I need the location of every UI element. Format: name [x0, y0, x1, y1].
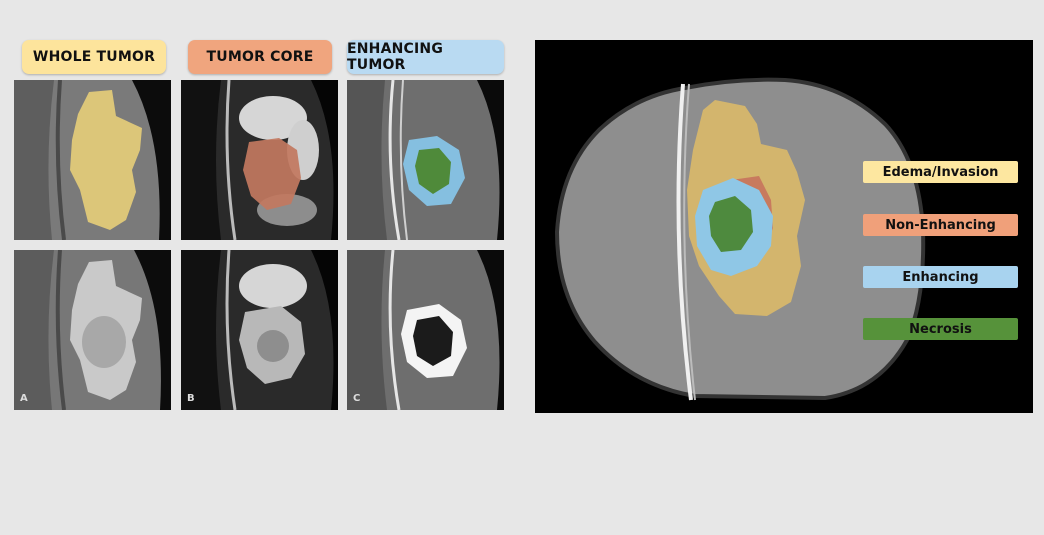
- mri-whole-tumor-overlay: [14, 80, 171, 240]
- mri-enhancing-tumor-overlay: [347, 80, 504, 240]
- header-enhancing-tumor: ENHANCING TUMOR: [347, 40, 504, 74]
- mri-axial-slice-annotated: [535, 40, 1033, 413]
- mri-tumor-core-raw: B: [181, 250, 338, 410]
- mri-enhancing-tumor-raw: C: [347, 250, 504, 410]
- panel-letter-b: B: [187, 393, 195, 404]
- header-whole-tumor: WHOLE TUMOR: [22, 40, 166, 74]
- header-tumor-core: TUMOR CORE: [188, 40, 332, 74]
- legend-enhancing: Enhancing: [863, 266, 1018, 288]
- mri-tumor-core-overlay: [181, 80, 338, 240]
- panel-letter-c: C: [353, 393, 361, 404]
- mri-whole-tumor-raw: A: [14, 250, 171, 410]
- legend-edema-invasion: Edema/Invasion: [863, 161, 1018, 183]
- legend-non-enhancing: Non-Enhancing: [863, 214, 1018, 236]
- legend-necrosis: Necrosis: [863, 318, 1018, 340]
- panel-letter-a: A: [20, 393, 28, 404]
